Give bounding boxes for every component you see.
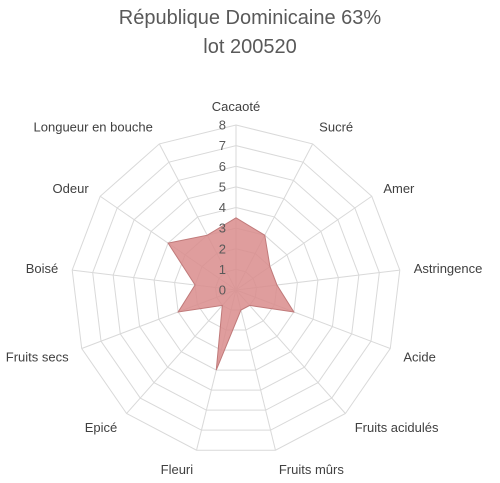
tick-label-0: 0: [219, 283, 226, 298]
chart-title-line2: lot 200520: [203, 36, 297, 58]
axis-label-8: Epicé: [85, 420, 118, 435]
radar-tick-labels: 0 1 2 3 4 5 6 7 8: [219, 118, 226, 298]
axis-label-2: Amer: [383, 181, 415, 196]
tick-label-3: 3: [219, 221, 226, 236]
chart-title: République Dominicaine 63% lot 200520: [0, 4, 500, 62]
axis-label-11: Odeur: [53, 181, 90, 196]
grid-ring-5: [133, 186, 339, 391]
spoke-6: [235, 289, 276, 451]
axis-label-4: Acide: [403, 349, 436, 364]
axis-label-0: Cacaoté: [212, 99, 260, 114]
grid-ring-4: [153, 206, 319, 371]
grid-ring-6: [112, 165, 360, 411]
axis-label-1: Sucré: [319, 120, 353, 135]
spoke-5: [235, 289, 346, 414]
axis-label-7: Fleuri: [161, 462, 194, 477]
tick-label-4: 4: [219, 200, 226, 215]
axis-label-9: Fruits secs: [6, 349, 69, 364]
axis-label-12: Longueur en bouche: [34, 120, 153, 135]
tick-label-7: 7: [219, 138, 226, 153]
radar-axis-labels: Cacaoté Sucré Amer Astringence Acide Fruits a…: [6, 99, 483, 477]
tick-label-2: 2: [219, 241, 226, 256]
chart-title-line1: République Dominicaine 63%: [118, 7, 382, 29]
axis-label-3: Astringence: [414, 261, 483, 276]
tick-label-8: 8: [219, 118, 226, 133]
spoke-8: [126, 289, 237, 414]
tick-label-1: 1: [219, 262, 226, 277]
grid-ring-8: [71, 124, 401, 451]
series-area-0: [167, 217, 295, 371]
axis-label-6: Fruits mûrs: [279, 462, 345, 477]
tick-label-5: 5: [219, 179, 226, 194]
radar-series: [167, 217, 295, 371]
axis-label-10: Boisé: [26, 261, 59, 276]
tick-label-6: 6: [219, 159, 226, 174]
axis-label-5: Fruits acidulés: [355, 420, 439, 435]
grid-ring-7: [92, 145, 380, 431]
